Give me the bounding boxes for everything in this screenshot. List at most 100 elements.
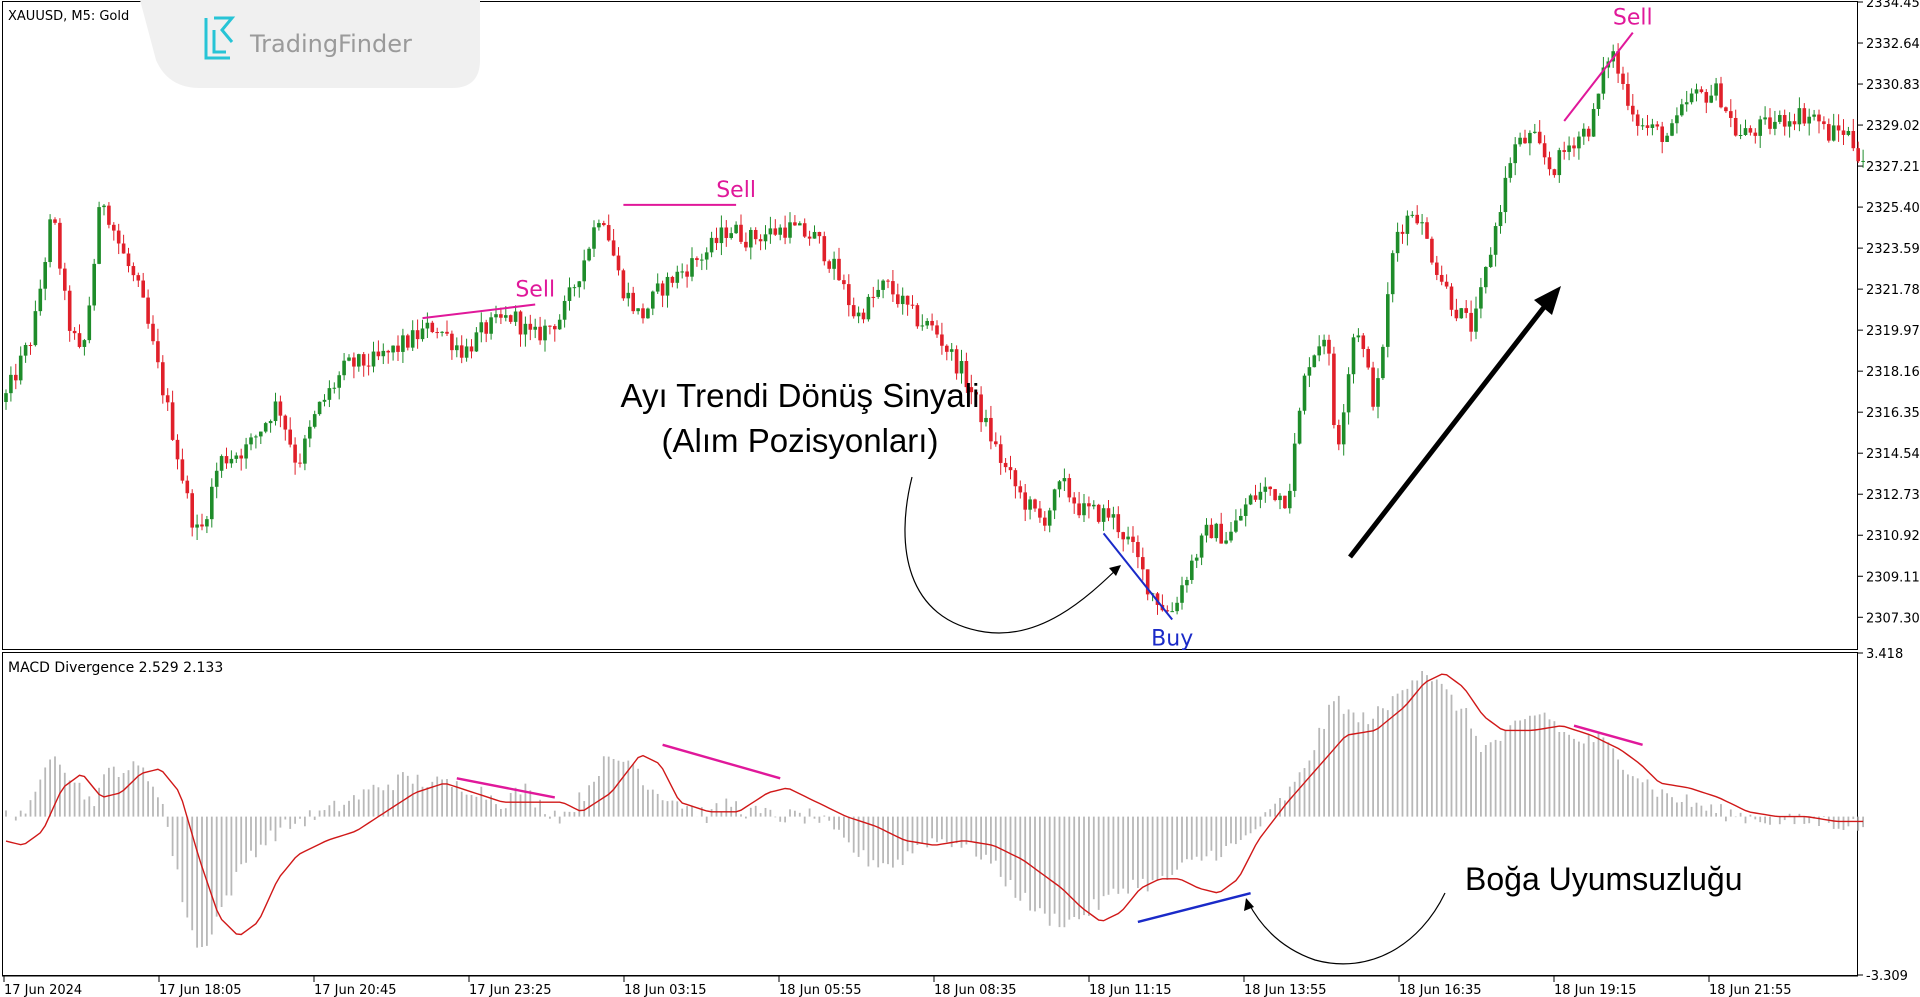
reversal-arrow-head [1109, 565, 1121, 576]
symbol-label: XAUUSD, M5: Gold [8, 9, 129, 24]
candle [1386, 282, 1390, 358]
candle [4, 389, 8, 410]
candle [1518, 132, 1522, 147]
candle [513, 305, 518, 326]
watermark: TradingFinder [140, 0, 480, 88]
price-tick-label: 2334.45 [1866, 0, 1920, 11]
candle [1704, 89, 1709, 114]
candle [254, 434, 258, 449]
candle [317, 401, 322, 416]
candle [361, 351, 366, 377]
candle [920, 314, 925, 331]
candle [229, 450, 234, 468]
candle [1542, 135, 1547, 165]
candle [1047, 507, 1052, 533]
candle [1141, 547, 1145, 581]
candle [518, 310, 523, 347]
candle [151, 315, 155, 345]
candle [1268, 486, 1272, 496]
candle [58, 218, 62, 275]
candle [881, 279, 885, 299]
candle [195, 514, 199, 541]
candle [1474, 296, 1478, 340]
candle [18, 346, 23, 385]
candle [945, 344, 949, 361]
candle [1337, 419, 1341, 451]
candle [1381, 344, 1385, 380]
candle [156, 328, 160, 369]
candle [651, 290, 655, 316]
candle [1356, 328, 1361, 343]
sell-signal-label: Sell [1613, 6, 1653, 31]
candle [1043, 511, 1047, 532]
candle [1528, 130, 1532, 156]
candle [14, 363, 18, 390]
candle [425, 312, 430, 339]
candle [219, 454, 224, 478]
candle [974, 392, 978, 407]
candle [1327, 334, 1331, 366]
candle [1116, 506, 1121, 539]
candle [1190, 554, 1194, 584]
candle [342, 353, 346, 381]
reversal-curved-arrow [904, 476, 1121, 634]
candle [749, 227, 753, 260]
candle [1464, 300, 1468, 319]
candle [1596, 93, 1601, 116]
time-tick-label: 18 Jun 11:15 [1089, 983, 1172, 997]
candle [1469, 300, 1473, 342]
candle [1229, 522, 1233, 543]
uptrend-arrow-head [1534, 286, 1561, 315]
candle [1106, 499, 1111, 522]
time-tick-label: 18 Jun 19:15 [1554, 983, 1637, 997]
candle [719, 215, 724, 256]
candle [1773, 110, 1777, 136]
candle [587, 246, 591, 262]
candle [474, 327, 479, 352]
candle [352, 352, 356, 379]
candle [1675, 107, 1679, 134]
candle [1038, 500, 1042, 523]
candle [979, 386, 983, 432]
candle [170, 390, 175, 441]
candle [1508, 157, 1513, 183]
candle [214, 462, 219, 499]
candle [1797, 97, 1802, 132]
candle [685, 264, 689, 288]
macd-histogram [5, 670, 1864, 948]
price-tick-label: 2325.40 [1866, 201, 1920, 216]
candle [572, 284, 577, 297]
candle [856, 306, 861, 324]
candle [1631, 94, 1635, 122]
candle [48, 214, 52, 268]
candle [1547, 151, 1552, 176]
candle [1812, 109, 1816, 121]
candle [126, 247, 131, 273]
time-tick-label: 18 Jun 03:15 [624, 983, 707, 997]
candle [1361, 333, 1366, 358]
candle [1778, 110, 1782, 125]
candle [1008, 455, 1013, 480]
price-tick-label: 2330.83 [1866, 78, 1920, 93]
candle [758, 234, 763, 251]
candle [420, 319, 425, 342]
candle [1699, 86, 1704, 94]
time-tick-label: 17 Jun 23:25 [469, 983, 552, 997]
candle [641, 303, 645, 324]
candle [386, 349, 390, 364]
indicator-label: MACD Divergence 2.529 2.133 [8, 660, 223, 676]
candle [1523, 129, 1527, 144]
price-tick-label: 2307.30 [1866, 611, 1920, 626]
candle [1111, 506, 1116, 530]
candle [910, 295, 915, 309]
candle [851, 297, 856, 319]
candle [249, 433, 253, 451]
candle [224, 447, 229, 469]
candle [1831, 113, 1836, 142]
candle [376, 340, 381, 361]
candle [837, 247, 841, 282]
candle [1537, 120, 1542, 145]
candle [1390, 250, 1395, 303]
candle [1724, 106, 1728, 113]
